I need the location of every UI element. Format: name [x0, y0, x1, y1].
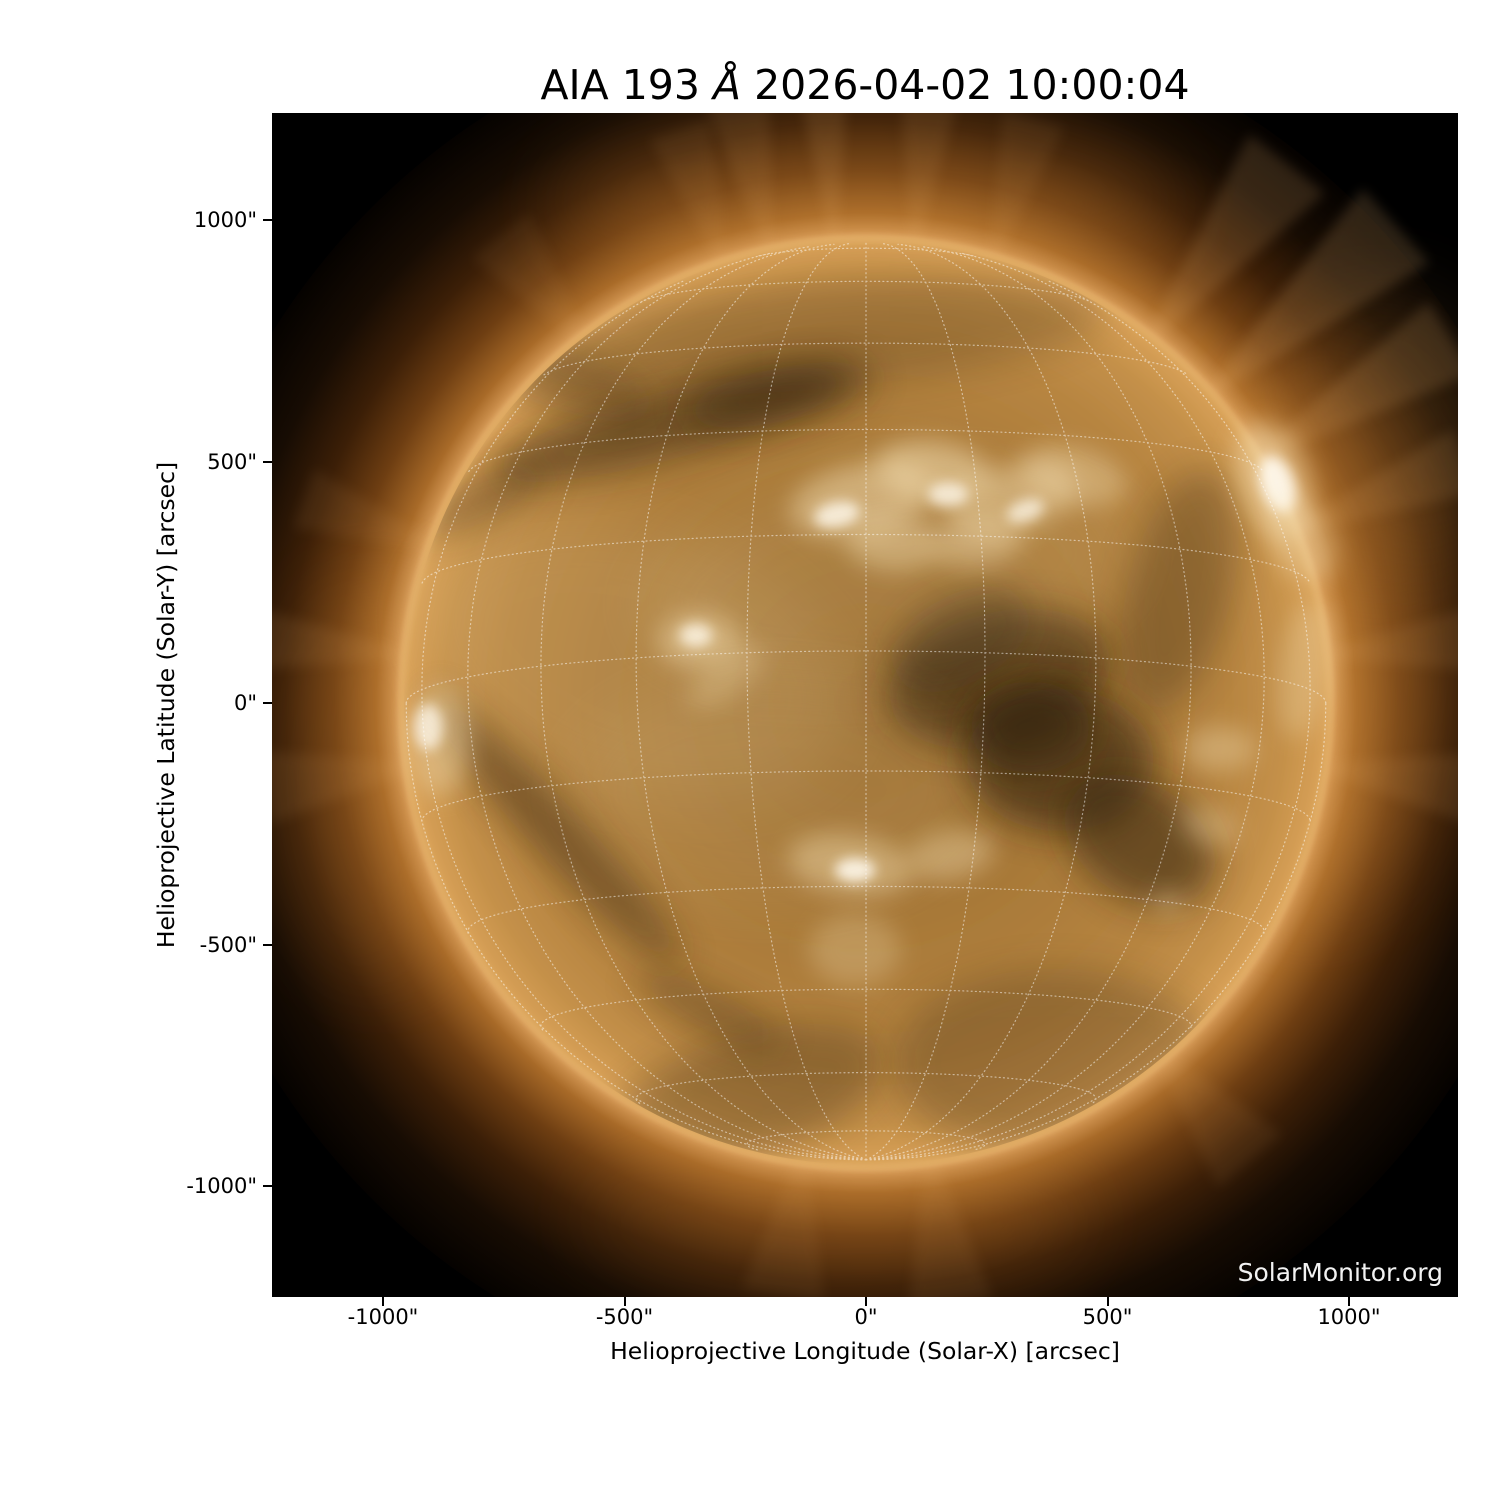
y-tick-mark — [263, 219, 272, 221]
y-tick-label: 0" — [233, 691, 257, 715]
title-angstrom-symbol: Å — [712, 61, 742, 109]
x-axis-label: Helioprojective Longitude (Solar-X) [arc… — [610, 1337, 1120, 1365]
watermark: SolarMonitor.org — [1237, 1258, 1443, 1287]
x-tick-label: 500" — [1082, 1305, 1133, 1329]
x-tick-label: 0" — [854, 1305, 878, 1329]
x-tick-mark — [865, 1297, 867, 1306]
title-prefix: AIA 193 — [540, 61, 713, 109]
y-tick-mark — [263, 460, 272, 463]
sun-euv-image — [272, 113, 1458, 1297]
y-tick-mark — [263, 702, 272, 704]
figure-title: AIA 193 Å 2026-04-02 10:00:04 — [272, 60, 1458, 110]
y-tick-mark — [263, 943, 272, 946]
x-tick-mark — [382, 1297, 384, 1306]
sun-image-plot-area: SolarMonitor.org — [272, 113, 1458, 1297]
x-tick-label: 1000" — [1317, 1305, 1381, 1329]
heliographic-grid — [405, 242, 1327, 1161]
x-tick-mark — [1348, 1297, 1350, 1306]
x-tick-mark — [1106, 1297, 1109, 1306]
title-datetime: 2026-04-02 10:00:04 — [741, 61, 1190, 109]
x-tick-label: -500" — [595, 1305, 654, 1329]
y-tick-label: -500" — [199, 932, 257, 957]
x-tick-label: -1000" — [347, 1305, 419, 1329]
y-tick-label: -1000" — [186, 1174, 257, 1198]
y-tick-label: 1000" — [193, 208, 257, 232]
y-tick-label: 500" — [207, 449, 257, 474]
y-tick-mark — [263, 1185, 272, 1187]
x-tick-mark — [623, 1297, 626, 1306]
